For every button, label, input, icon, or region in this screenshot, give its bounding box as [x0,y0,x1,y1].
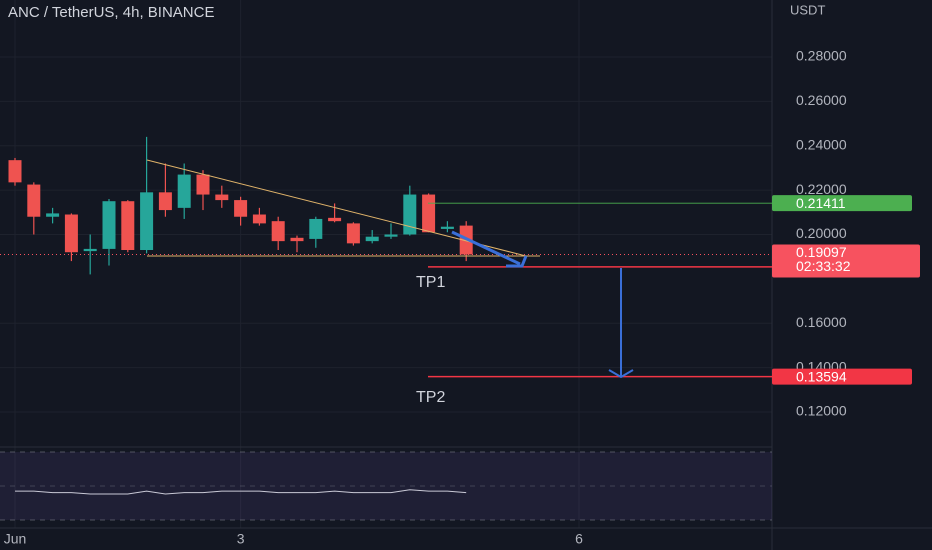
candle-body [271,221,285,242]
candle-body [83,248,97,252]
x-tick-label: Jun [4,531,27,547]
candle-body [27,184,41,217]
x-tick-label: 6 [575,531,583,547]
candle-body [252,214,266,224]
candle-body [422,194,436,233]
rsi-band [0,452,772,520]
forecast-arrow-head [506,255,528,268]
candle-body [102,201,116,249]
axis-unit: USDT [790,2,825,17]
candle-body [8,160,22,183]
candle-body [346,223,360,244]
candle-body [290,237,304,242]
target-arrow-head [608,369,634,379]
y-tick-label: 0.22000 [796,181,847,197]
candle-body [215,194,229,201]
candle-body [384,234,398,237]
annotation: TP2 [416,389,445,406]
y-tick-label: 0.24000 [796,136,847,152]
marks-layer [0,136,772,495]
candle-body [403,194,417,235]
y-tick-label: 0.12000 [796,403,847,419]
candle-body [309,218,323,239]
y-tick-label: 0.20000 [796,225,847,241]
candle-body [328,217,342,222]
annotation: TP1 [416,274,445,291]
y-tick-label: 0.26000 [796,92,847,108]
candle-body [440,226,454,229]
countdown-label: 02:33:32 [796,258,851,274]
grid-layer [0,0,772,528]
price-label-box [772,368,912,385]
candle-body [196,174,210,195]
x-tick-label: 3 [237,531,245,547]
candle-body [365,236,379,242]
chart-title: ANC / TetherUS, 4h, BINANCE [8,4,214,21]
candle-body [140,192,154,251]
label-layer: 0.28000 0.26000 0.24000 0.22000 0.20000 0.160… [4,48,920,547]
y-tick-label: 0.28000 [796,48,847,64]
candle-body [234,200,248,217]
candle-body [158,192,172,211]
last-price-label: 0.19097 [796,244,847,260]
price-label: 0.13594 [796,368,847,384]
forecast-arrow [451,230,521,266]
y-tick-label: 0.16000 [796,314,847,330]
last-price-box [772,244,920,278]
candle-body [46,213,60,217]
rsi-line [15,489,467,495]
price-label-box [772,195,912,212]
candle-body [121,201,135,251]
candle-body [177,174,191,208]
candle-body [64,214,78,253]
trend-line [146,159,527,257]
price-label: 0.21411 [796,195,846,211]
